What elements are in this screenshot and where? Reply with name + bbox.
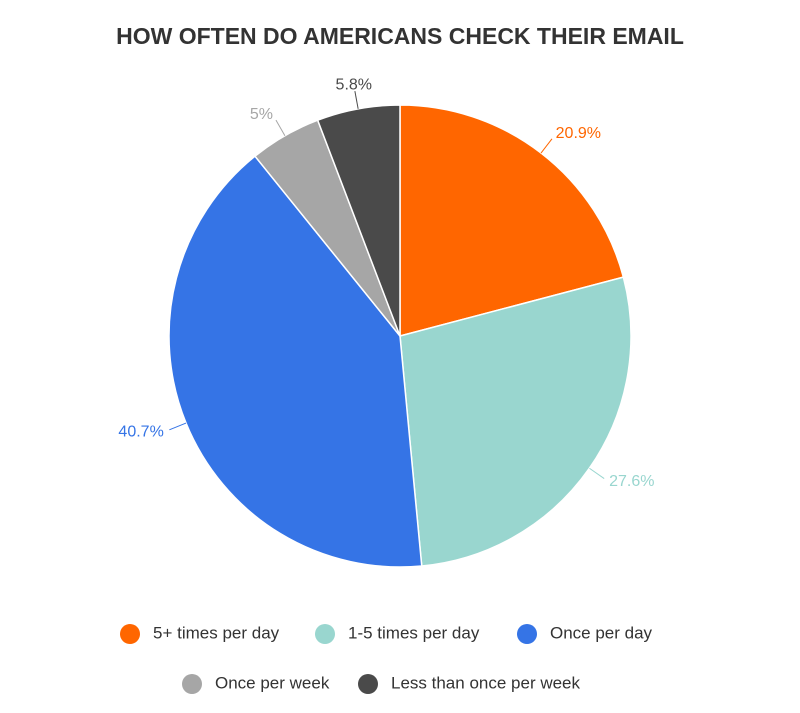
pie-slice bbox=[399, 104, 625, 337]
legend-label: 5+ times per day bbox=[153, 623, 280, 642]
legend-label: Once per week bbox=[215, 673, 330, 692]
legend-marker bbox=[120, 624, 140, 644]
leader-line bbox=[169, 422, 187, 431]
data-label: 5% bbox=[250, 106, 273, 123]
leader-line bbox=[354, 91, 359, 109]
leader-line bbox=[275, 119, 286, 136]
legend-label: 1-5 times per day bbox=[348, 623, 480, 642]
pie-slice bbox=[316, 104, 401, 337]
pie-slice bbox=[168, 155, 423, 568]
data-label: 5.8% bbox=[336, 76, 372, 93]
legend-label: Less than once per week bbox=[391, 673, 581, 692]
legend-marker bbox=[517, 624, 537, 644]
pie-slice bbox=[399, 276, 632, 567]
legend-marker bbox=[182, 674, 202, 694]
leader-line bbox=[540, 138, 553, 154]
data-label: 20.9% bbox=[556, 125, 601, 142]
data-label: 27.6% bbox=[609, 473, 654, 490]
legend-marker bbox=[358, 674, 378, 694]
leader-line bbox=[589, 467, 605, 479]
legend-marker bbox=[315, 624, 335, 644]
chart-title: HOW OFTEN DO AMERICANS CHECK THEIR EMAIL bbox=[116, 23, 684, 49]
legend-label: Once per day bbox=[550, 623, 653, 642]
data-label: 40.7% bbox=[118, 423, 163, 440]
